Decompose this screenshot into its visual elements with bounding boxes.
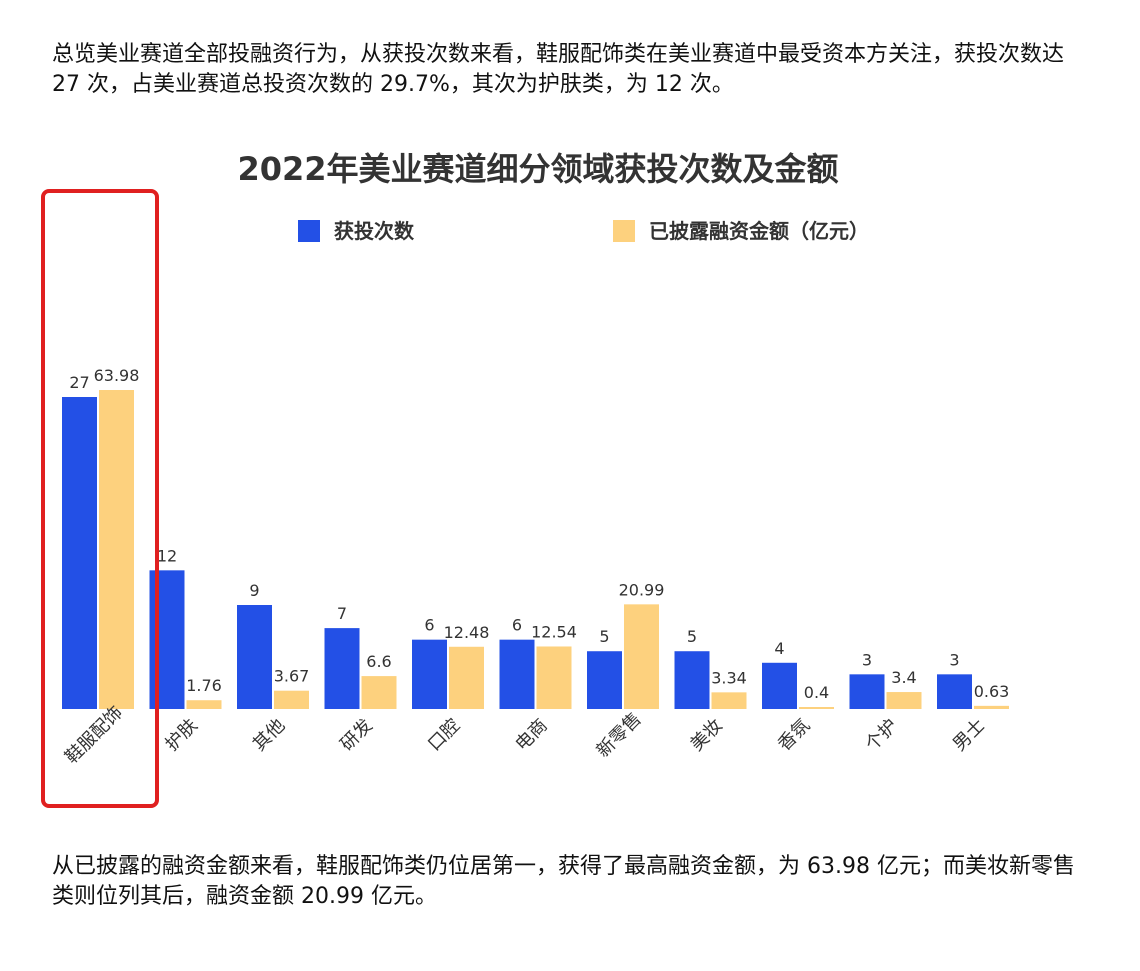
category-label-7: 美妆 [686,715,726,755]
bars [62,390,1009,709]
value-label-amount-3: 6.6 [366,652,391,671]
bar-amount-10 [974,705,1009,709]
bar-amount-2 [274,690,309,709]
bar-amount-9 [886,692,922,709]
category-label-5: 电商 [511,715,551,755]
legend-label-amount: 已披露融资金额（亿元） [649,219,869,243]
value-label-amount-7: 3.34 [711,668,747,687]
value-label-amount-9: 3.4 [891,668,916,687]
value-labels: 27 63.98 12 1.76 9 3.67 7 6.6 6 12.48 6 12.54 5 20.99… [69,366,1009,702]
bar-amount-6 [624,604,659,709]
highlight-box [41,189,159,808]
bar-amount-7 [711,692,747,709]
value-label-count-6: 5 [599,627,609,646]
value-label-amount-5: 12.54 [531,622,577,641]
value-label-count-0: 27 [69,373,89,392]
value-label-count-9: 3 [862,650,872,669]
bar-count-2 [237,605,272,709]
bar-count-8 [762,662,797,709]
bar-count-4 [412,639,447,709]
category-label-4: 口腔 [424,715,464,755]
legend-swatch-count [298,220,320,242]
bar-count-9 [849,674,885,709]
category-label-10: 男士 [949,715,989,755]
bar-amount-1 [186,700,222,709]
bar-amount-0 [99,390,134,709]
value-label-count-1: 12 [157,546,177,565]
value-label-count-10: 3 [949,650,959,669]
value-label-count-5: 6 [512,616,522,635]
bar-count-5 [499,639,535,709]
value-label-amount-4: 12.48 [444,623,490,642]
bar-count-1 [149,570,185,709]
category-labels: 鞋服配饰 护肤 其他 研发 口腔 电商 新零售 美妆 香氛 个护 男士 [61,702,989,768]
value-label-amount-1: 1.76 [186,676,222,695]
intro-paragraph: 总览美业赛道全部投融资行为，从获投次数来看，鞋服配饰类在美业赛道中最受资本方关注… [52,42,1065,97]
bar-amount-5 [536,646,572,709]
value-label-count-7: 5 [687,627,697,646]
bar-count-3 [324,628,360,709]
legend: 获投次数 已披露融资金额（亿元） [298,219,869,243]
legend-label-count: 获投次数 [334,219,415,243]
value-label-amount-2: 3.67 [274,667,310,686]
bar-count-0 [62,397,97,709]
category-label-2: 其他 [249,715,289,755]
category-label-6: 新零售 [593,709,646,762]
conclusion-paragraph: 从已披露的融资金额来看，鞋服配饰类仍位居第一，获得了最高融资金额，为 63.98… [52,854,1075,909]
category-label-8: 香氛 [774,715,814,755]
value-label-amount-10: 0.63 [974,682,1010,701]
category-label-9: 个护 [861,715,901,755]
bar-chart: 2022年美业赛道细分领域获投次数及金额 获投次数 已披露融资金额（亿元） 27… [41,150,1009,808]
value-label-amount-6: 20.99 [619,580,665,599]
category-label-1: 护肤 [161,715,201,755]
bar-amount-4 [449,646,484,709]
bar-amount-8 [799,707,834,709]
bar-amount-3 [361,676,397,709]
bar-count-7 [674,651,710,709]
value-label-amount-8: 0.4 [804,683,829,702]
category-label-0: 鞋服配饰 [61,702,127,768]
bar-count-6 [587,651,622,709]
value-label-count-2: 9 [249,581,259,600]
legend-swatch-amount [613,220,635,242]
value-label-count-4: 6 [424,616,434,635]
value-label-amount-0: 63.98 [94,366,140,385]
value-label-count-3: 7 [337,604,347,623]
value-label-count-8: 4 [774,639,784,658]
bar-count-10 [937,674,972,709]
chart-title: 2022年美业赛道细分领域获投次数及金额 [237,150,838,188]
category-label-3: 研发 [336,715,376,755]
